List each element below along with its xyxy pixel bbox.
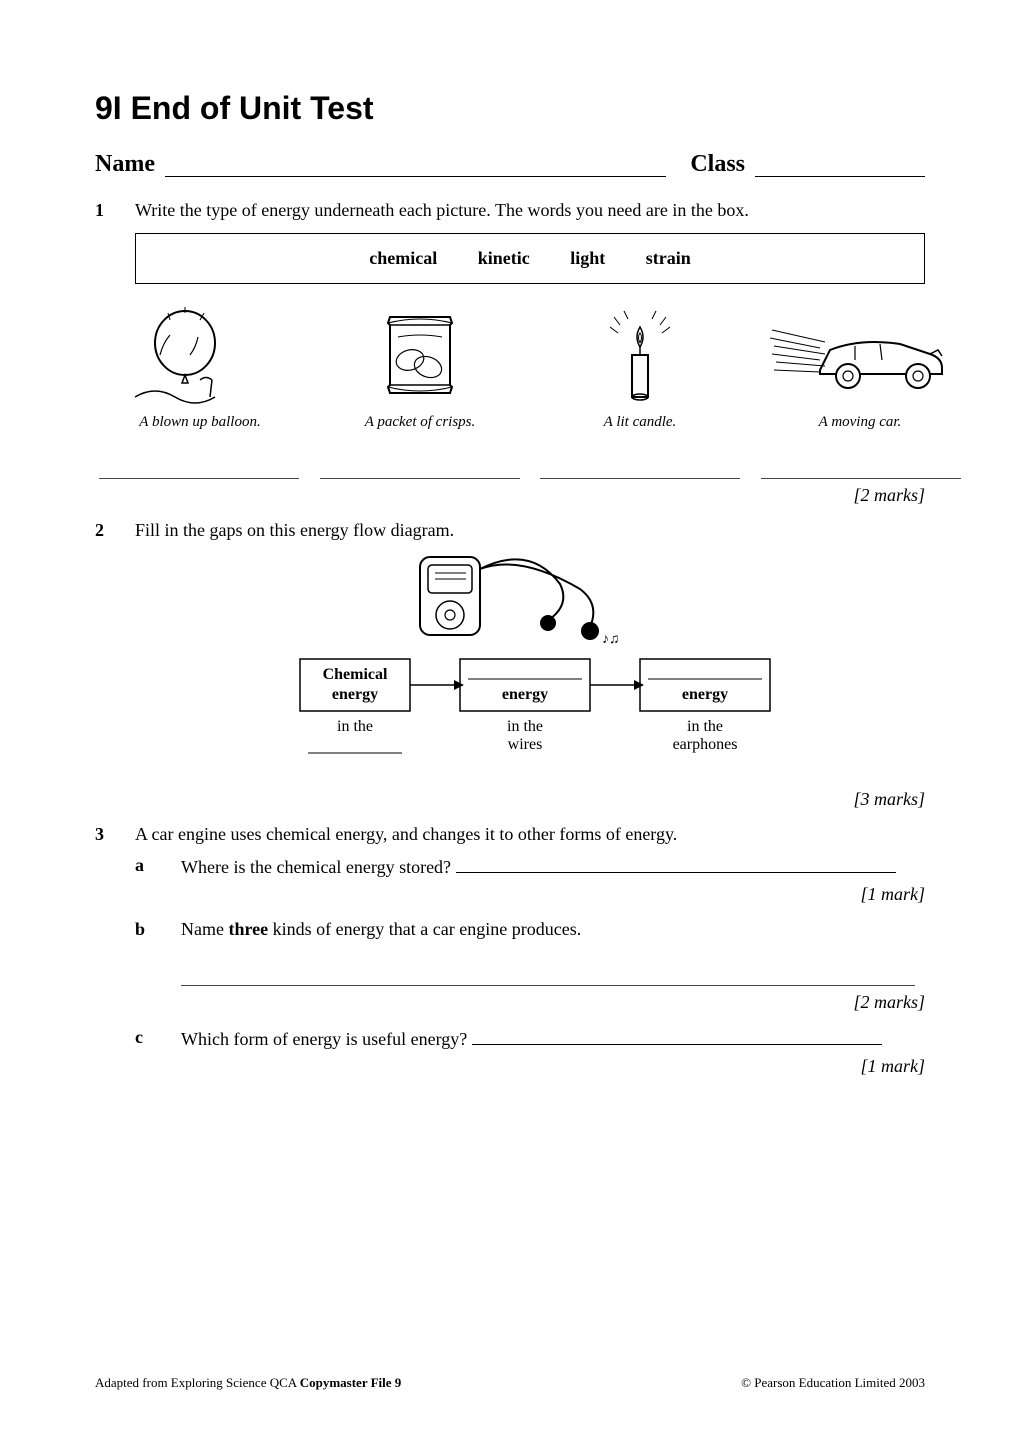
word-option: chemical (369, 248, 437, 268)
question-number: 2 (95, 520, 135, 783)
subpart-text: Where is the chemical energy stored? (181, 857, 451, 877)
question-text: A car engine uses chemical energy, and c… (135, 824, 925, 845)
page-title: 9I End of Unit Test (95, 90, 925, 127)
question-body: A car engine uses chemical energy, and c… (135, 824, 925, 1091)
question-2: 2 Fill in the gaps on this energy flow d… (95, 520, 925, 783)
marks-label: [3 marks] (95, 789, 925, 810)
image-cell-car: A moving car. (755, 300, 965, 431)
marks-label: [1 mark] (135, 1056, 925, 1077)
word-box: chemical kinetic light strain (135, 233, 925, 284)
answer-blank (540, 457, 740, 479)
class-blank (755, 151, 925, 177)
image-caption: A lit candle. (535, 414, 745, 431)
footer-left-pre: Adapted from Exploring Science QCA (95, 1375, 300, 1390)
answer-blank (472, 1027, 882, 1045)
subpart-a: a Where is the chemical energy stored? (135, 855, 925, 878)
diagram-text: in the (337, 718, 373, 735)
subpart-body: Name three kinds of energy that a car en… (181, 919, 925, 986)
flow-diagram: ♪♫ Chemical energy in the energy in the … (135, 549, 925, 779)
image-cell-crisps: A packet of crisps. (315, 300, 525, 431)
subpart-text: Which form of energy is useful energy? (181, 1029, 467, 1049)
car-icon (770, 310, 950, 400)
question-text: Write the type of energy underneath each… (135, 200, 925, 221)
subpart-text-post: kinds of energy that a car engine produc… (268, 919, 581, 939)
diagram-text: wires (508, 736, 543, 753)
question-number: 3 (95, 824, 135, 1091)
footer-right: © Pearson Education Limited 2003 (741, 1375, 925, 1391)
name-label: Name (95, 151, 155, 178)
diagram-text: Chemical (323, 666, 388, 683)
class-label: Class (690, 151, 745, 178)
name-blank (165, 151, 666, 177)
diagram-text: in the (507, 718, 543, 735)
subpart-letter: c (135, 1027, 181, 1050)
word-option: light (570, 248, 605, 268)
svg-text:♪♫: ♪♫ (602, 632, 620, 647)
image-cell-balloon: A blown up balloon. (95, 300, 305, 431)
subpart-text-bold: three (228, 919, 268, 939)
name-class-row: Name Class (95, 151, 925, 178)
diagram-text: energy (332, 686, 378, 703)
crisps-icon (360, 305, 480, 405)
subpart-text-pre: Name (181, 919, 228, 939)
question-1: 1 Write the type of energy underneath ea… (95, 200, 925, 479)
image-cell-candle: A lit candle. (535, 300, 745, 431)
subpart-body: Which form of energy is useful energy? (181, 1027, 925, 1050)
question-text: Fill in the gaps on this energy flow dia… (135, 520, 925, 541)
diagram-text: in the (687, 718, 723, 735)
answer-blank (320, 457, 520, 479)
diagram-text: energy (682, 686, 728, 703)
image-row: A blown up balloon. A packet of crisps. (95, 300, 965, 431)
footer-left: Adapted from Exploring Science QCA Copym… (95, 1375, 401, 1391)
marks-label: [2 marks] (95, 485, 925, 506)
image-caption: A packet of crisps. (315, 414, 525, 431)
marks-label: [2 marks] (135, 992, 925, 1013)
question-body: Write the type of energy underneath each… (135, 200, 925, 479)
subpart-body: Where is the chemical energy stored? (181, 855, 925, 878)
diagram-text: earphones (673, 736, 738, 753)
footer: Adapted from Exploring Science QCA Copym… (95, 1375, 925, 1391)
footer-left-bold: Copymaster File 9 (300, 1375, 402, 1390)
subpart-letter: a (135, 855, 181, 878)
answer-blank (99, 457, 299, 479)
diagram-text: energy (502, 686, 548, 703)
subpart-c: c Which form of energy is useful energy? (135, 1027, 925, 1050)
word-option: kinetic (478, 248, 530, 268)
answer-blank (456, 855, 896, 873)
question-body: Fill in the gaps on this energy flow dia… (135, 520, 925, 783)
candle-icon (580, 305, 700, 405)
answer-blank (181, 968, 915, 986)
subpart-letter: b (135, 919, 181, 986)
image-caption: A moving car. (755, 414, 965, 431)
answer-blank (761, 457, 961, 479)
image-caption: A blown up balloon. (95, 414, 305, 431)
subpart-b: b Name three kinds of energy that a car … (135, 919, 925, 986)
balloon-icon (130, 305, 270, 405)
word-option: strain (646, 248, 691, 268)
marks-label: [1 mark] (135, 884, 925, 905)
question-3: 3 A car engine uses chemical energy, and… (95, 824, 925, 1091)
answer-lines-row (95, 437, 965, 479)
